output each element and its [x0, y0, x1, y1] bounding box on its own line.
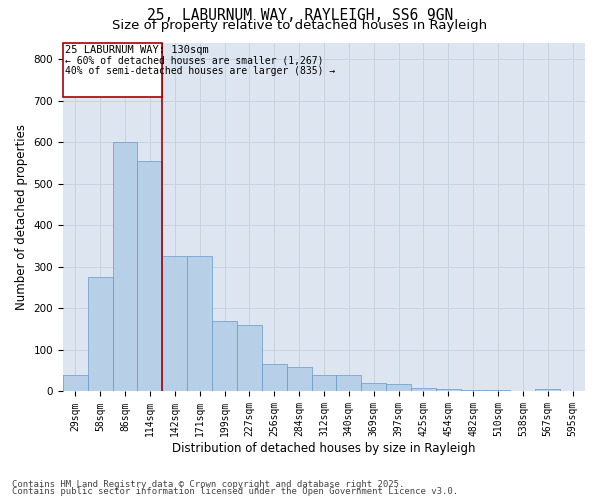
Bar [88, 277, 113, 392]
Bar [461, 390, 485, 392]
Text: ← 60% of detached houses are smaller (1,267): ← 60% of detached houses are smaller (1,… [65, 56, 323, 66]
Bar [485, 390, 511, 392]
Bar [212, 321, 237, 392]
Bar [386, 384, 411, 392]
Bar [262, 364, 287, 392]
Bar [361, 383, 386, 392]
Bar [411, 388, 436, 392]
FancyBboxPatch shape [63, 42, 163, 96]
Bar [187, 256, 212, 392]
Bar [535, 390, 560, 392]
Text: Contains HM Land Registry data © Crown copyright and database right 2025.: Contains HM Land Registry data © Crown c… [12, 480, 404, 489]
Bar [337, 375, 361, 392]
Bar [436, 390, 461, 392]
Bar [63, 375, 88, 392]
Bar [113, 142, 137, 392]
Bar [237, 325, 262, 392]
Bar [163, 256, 187, 392]
Text: 40% of semi-detached houses are larger (835) →: 40% of semi-detached houses are larger (… [65, 66, 335, 76]
Text: Contains public sector information licensed under the Open Government Licence v3: Contains public sector information licen… [12, 487, 458, 496]
Bar [311, 375, 337, 392]
Text: 25 LABURNUM WAY: 130sqm: 25 LABURNUM WAY: 130sqm [65, 44, 209, 54]
Bar [137, 161, 163, 392]
Y-axis label: Number of detached properties: Number of detached properties [15, 124, 28, 310]
Bar [287, 366, 311, 392]
X-axis label: Distribution of detached houses by size in Rayleigh: Distribution of detached houses by size … [172, 442, 476, 455]
Text: Size of property relative to detached houses in Rayleigh: Size of property relative to detached ho… [112, 18, 488, 32]
Text: 25, LABURNUM WAY, RAYLEIGH, SS6 9GN: 25, LABURNUM WAY, RAYLEIGH, SS6 9GN [147, 8, 453, 22]
